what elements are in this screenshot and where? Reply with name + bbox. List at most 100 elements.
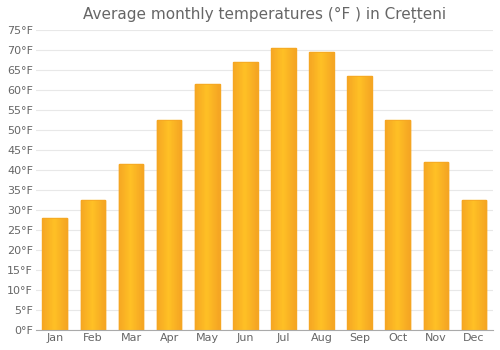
Bar [236,62,238,330]
Bar [80,200,81,330]
Bar [314,52,316,330]
Bar [275,48,276,330]
Bar [394,120,396,330]
Bar [284,48,286,330]
Bar [129,164,130,330]
Bar [48,218,49,330]
Bar [179,120,180,330]
Bar [357,76,358,330]
Bar [321,52,322,330]
Bar [138,164,139,330]
Bar [93,200,94,330]
Bar [387,120,388,330]
Bar [139,164,140,330]
Bar [447,162,448,330]
Bar [396,120,397,330]
Bar [356,76,357,330]
Bar [101,200,102,330]
Bar [313,52,314,330]
Bar [442,162,444,330]
Bar [404,120,405,330]
Bar [475,200,476,330]
Bar [256,62,257,330]
Bar [239,62,240,330]
Bar [257,62,258,330]
Bar [390,120,391,330]
Bar [99,200,100,330]
Bar [136,164,137,330]
Bar [177,120,178,330]
Bar [360,76,361,330]
Bar [204,84,206,330]
Bar [441,162,442,330]
Bar [427,162,428,330]
Bar [367,76,368,330]
Bar [310,52,311,330]
Bar [432,162,433,330]
Bar [180,120,181,330]
Bar [158,120,159,330]
Bar [446,162,447,330]
Bar [389,120,390,330]
Bar [89,200,90,330]
Bar [128,164,129,330]
Bar [247,62,248,330]
Bar [312,52,313,330]
Bar [444,162,445,330]
Bar [44,218,45,330]
Bar [289,48,290,330]
Bar [118,164,119,330]
Bar [119,164,120,330]
Bar [213,84,214,330]
Bar [219,84,220,330]
Bar [83,200,84,330]
Bar [351,76,352,330]
Bar [369,76,370,330]
Bar [254,62,255,330]
Bar [405,120,406,330]
Bar [280,48,281,330]
Bar [386,120,387,330]
Bar [42,218,43,330]
Bar [53,218,54,330]
Bar [462,200,486,330]
Bar [59,218,60,330]
Bar [365,76,366,330]
Bar [436,162,437,330]
Bar [208,84,209,330]
Bar [430,162,431,330]
Bar [363,76,364,330]
Bar [332,52,334,330]
Bar [361,76,362,330]
Bar [49,218,50,330]
Bar [133,164,134,330]
Bar [81,200,82,330]
Bar [243,62,244,330]
Bar [428,162,429,330]
Bar [234,62,235,330]
Bar [353,76,354,330]
Bar [62,218,63,330]
Bar [288,48,289,330]
Bar [431,162,432,330]
Bar [104,200,106,330]
Bar [271,48,272,330]
Bar [216,84,217,330]
Bar [393,120,394,330]
Bar [125,164,126,330]
Bar [210,84,211,330]
Bar [320,52,321,330]
Bar [274,48,275,330]
Bar [246,62,247,330]
Bar [51,218,52,330]
Bar [364,76,365,330]
Bar [55,218,56,330]
Bar [161,120,162,330]
Bar [169,120,170,330]
Bar [391,120,392,330]
Bar [484,200,485,330]
Bar [195,84,220,330]
Bar [476,200,477,330]
Bar [199,84,200,330]
Bar [176,120,177,330]
